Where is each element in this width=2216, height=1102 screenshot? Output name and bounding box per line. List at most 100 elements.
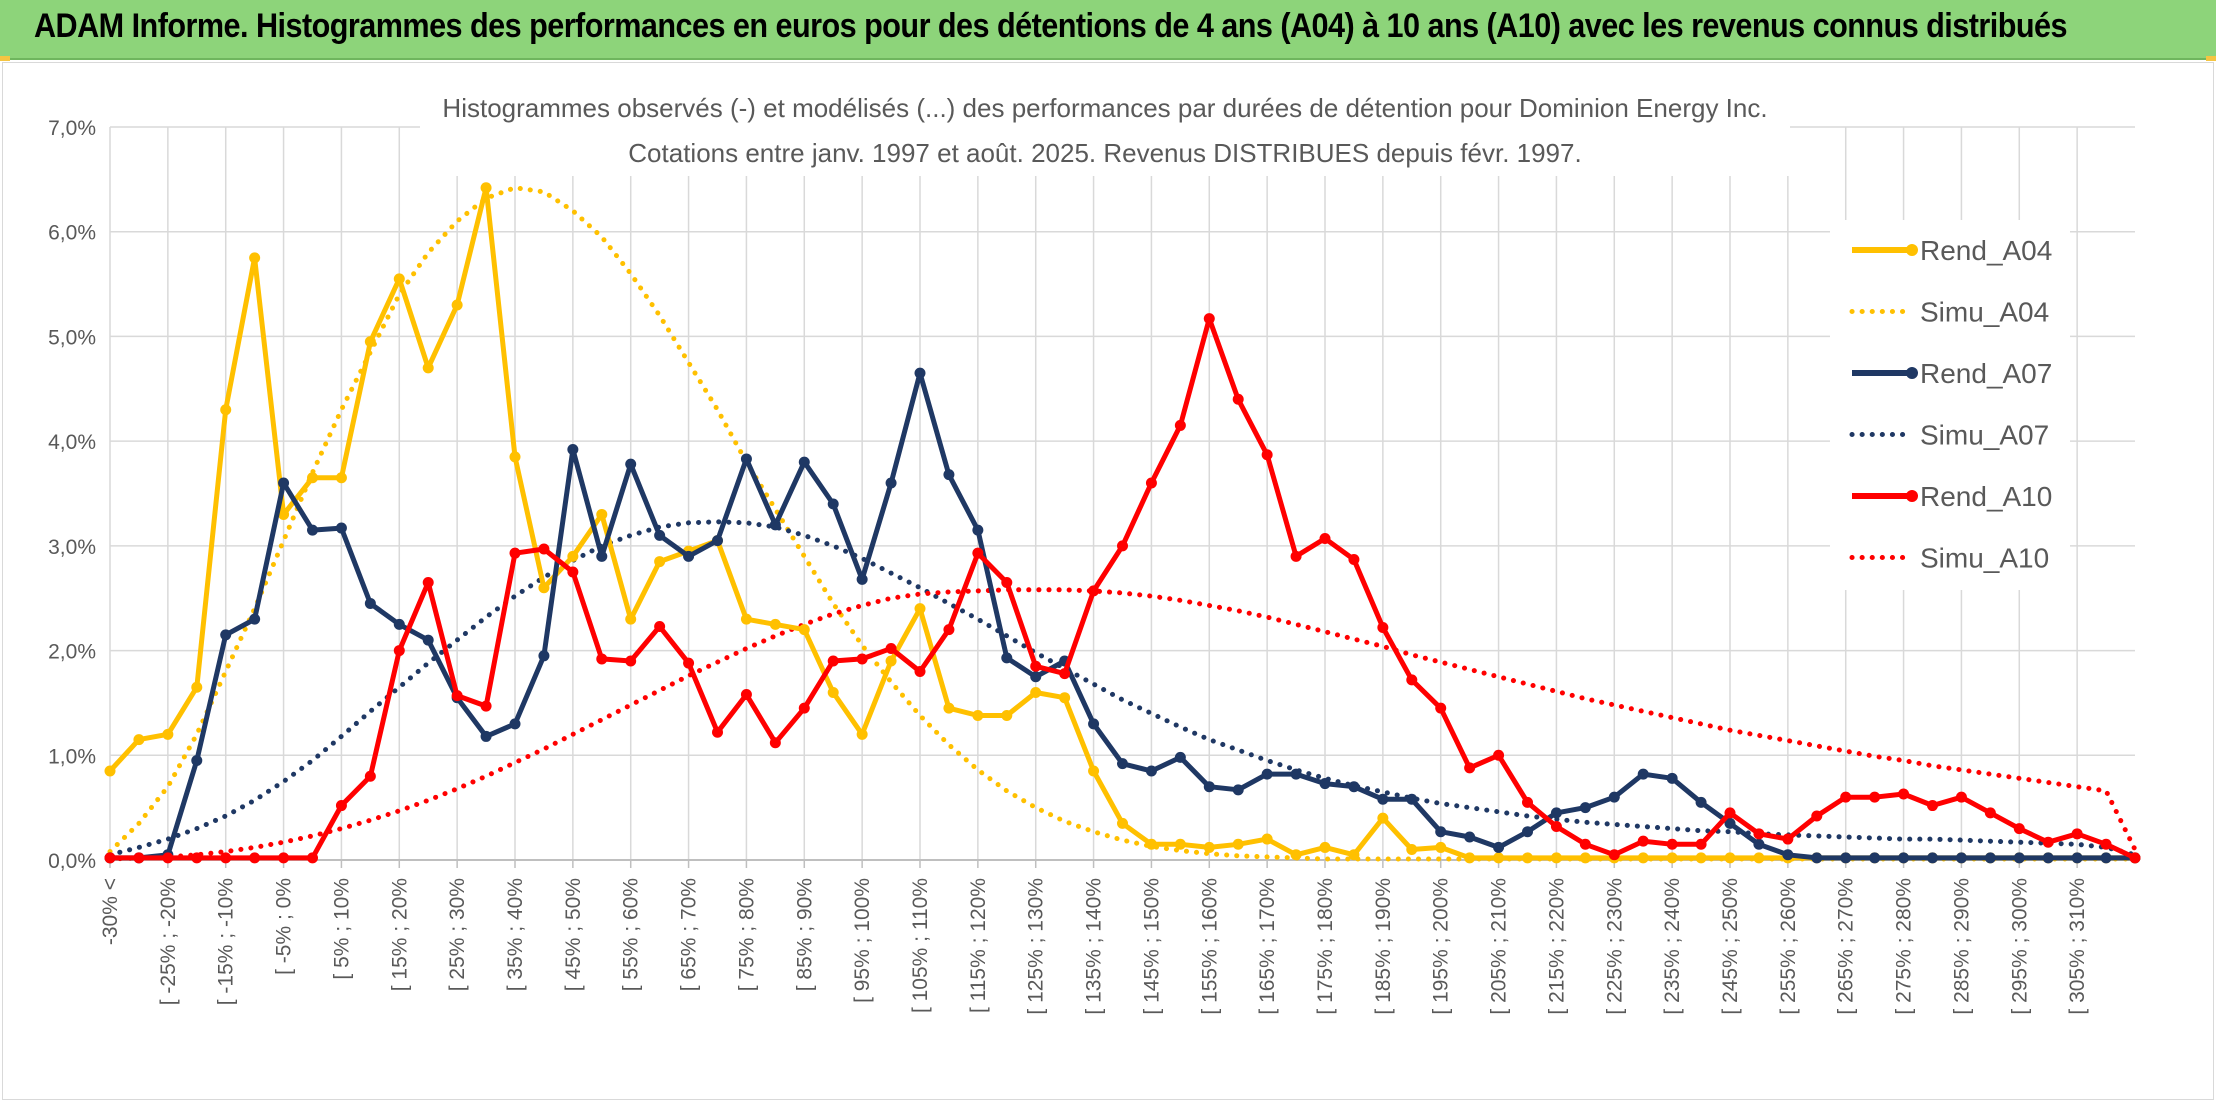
data-point-rend-a07 [2013, 852, 2025, 864]
data-point-rend-a07 [856, 573, 868, 585]
legend-label-simu-a04: Simu_A04 [1920, 297, 2049, 328]
data-point-rend-a04 [1290, 849, 1302, 861]
x-tick-label: [ 195% ; 200% [1430, 878, 1453, 1015]
data-point-rend-a07 [1203, 781, 1215, 793]
x-tick-label: [ 85% ; 90% [793, 878, 816, 991]
data-point-rend-a07 [1724, 817, 1736, 829]
y-tick-label: 2,0% [48, 641, 96, 664]
data-point-rend-a10 [885, 642, 897, 654]
page-title: ADAM Informe. Histogrammes des performan… [34, 7, 2068, 45]
data-point-rend-a10 [1927, 800, 1938, 812]
data-point-rend-a10 [162, 852, 174, 864]
data-point-rend-a10 [856, 653, 868, 665]
data-point-rend-a07 [798, 456, 810, 468]
data-point-rend-a04 [422, 362, 434, 374]
data-point-rend-a04 [1203, 841, 1215, 853]
legend-marker-rend-a10 [1906, 490, 1918, 502]
data-point-rend-a10 [1811, 810, 1823, 822]
y-tick-label: 0,0% [48, 850, 96, 873]
data-point-rend-a10 [1348, 553, 1360, 565]
x-tick-label: [ -25% ; -20% [157, 878, 180, 1005]
data-point-rend-a04 [1030, 686, 1042, 698]
data-point-rend-a07 [1782, 849, 1794, 861]
data-point-rend-a04 [885, 655, 897, 667]
data-point-rend-a10 [278, 852, 290, 864]
data-point-rend-a07 [509, 718, 521, 730]
data-point-rend-a04 [509, 451, 521, 463]
data-point-rend-a10 [1261, 449, 1273, 461]
data-point-rend-a07 [1984, 852, 1996, 864]
data-point-rend-a07 [1377, 793, 1389, 805]
data-point-rend-a07 [1435, 826, 1447, 838]
data-point-rend-a10 [335, 800, 347, 812]
data-point-rend-a04 [278, 508, 290, 520]
data-point-rend-a07 [1088, 718, 1100, 730]
data-point-rend-a07 [1695, 796, 1707, 808]
data-point-rend-a10 [972, 547, 984, 559]
x-tick-label: [ 215% ; 220% [1545, 878, 1568, 1015]
data-point-rend-a04 [1753, 852, 1765, 864]
data-point-rend-a10 [1840, 791, 1852, 803]
data-point-rend-a04 [1232, 838, 1244, 850]
data-point-rend-a07 [364, 597, 376, 609]
y-tick-label: 7,0% [48, 117, 96, 140]
data-point-rend-a07 [1608, 791, 1620, 803]
data-point-rend-a10 [740, 689, 752, 701]
data-point-rend-a07 [1174, 751, 1186, 763]
chart-title-bg [420, 88, 1790, 176]
data-point-rend-a04 [451, 299, 463, 311]
data-point-rend-a04 [798, 624, 810, 636]
legend: Rend_A04 Simu_A04 Rend_A07 Simu_A07 Rend_A10… [1830, 220, 2070, 590]
data-point-rend-a10 [364, 770, 376, 782]
data-point-rend-a07 [480, 730, 492, 742]
data-point-rend-a04 [1637, 852, 1649, 864]
y-tick-label: 3,0% [48, 536, 96, 559]
x-tick-label: [ 95% ; 100% [851, 878, 874, 1003]
data-point-rend-a04 [1261, 833, 1273, 845]
x-tick-label: [ 165% ; 170% [1256, 878, 1279, 1015]
corner-mark-right [2206, 56, 2216, 61]
data-point-rend-a10 [769, 737, 781, 749]
data-point-rend-a10 [2013, 823, 2025, 835]
data-point-rend-a07 [335, 522, 347, 534]
data-point-rend-a07 [1637, 768, 1649, 780]
data-point-rend-a10 [2100, 838, 2112, 850]
data-point-rend-a10 [1579, 838, 1591, 850]
data-point-rend-a07 [943, 469, 955, 481]
data-point-rend-a10 [2042, 836, 2054, 848]
data-point-rend-a10 [1117, 540, 1128, 552]
data-point-rend-a04 [393, 273, 405, 285]
x-tick-label: [ 255% ; 260% [1777, 878, 1800, 1015]
x-tick-label: -30% < [99, 878, 122, 945]
x-tick-label: [ 245% ; 250% [1719, 878, 1742, 1015]
data-point-rend-a07 [220, 629, 232, 641]
data-point-rend-a07 [1522, 826, 1533, 838]
data-point-rend-a10 [1174, 419, 1186, 431]
data-point-rend-a10 [943, 624, 955, 636]
x-tick-label: [ 55% ; 60% [620, 878, 643, 991]
x-tick-label: [ 45% ; 50% [562, 878, 585, 991]
data-point-rend-a07 [1955, 852, 1967, 864]
data-point-rend-a10 [1001, 577, 1013, 589]
x-tick-label: [ 35% ; 40% [504, 878, 527, 991]
data-point-rend-a04 [191, 681, 203, 693]
data-point-rend-a10 [393, 645, 405, 657]
data-point-rend-a04 [1550, 852, 1562, 864]
data-point-rend-a04 [480, 182, 492, 194]
data-point-rend-a04 [740, 613, 752, 625]
data-point-rend-a10 [625, 655, 637, 667]
x-tick-label: [ 25% ; 30% [446, 878, 469, 991]
data-point-rend-a10 [1637, 835, 1649, 847]
chart-titles: Histogrammes observés (-) et modélisés (… [420, 88, 1790, 176]
data-point-rend-a04 [972, 709, 984, 721]
data-point-rend-a07 [1406, 793, 1418, 805]
data-point-rend-a04 [220, 404, 232, 416]
data-point-rend-a07 [1348, 781, 1360, 793]
data-point-rend-a07 [307, 524, 318, 536]
data-point-rend-a07 [885, 477, 897, 489]
data-point-rend-a07 [2100, 852, 2112, 864]
x-tick-label: [ 285% ; 290% [1950, 878, 1973, 1015]
data-point-rend-a07 [1753, 838, 1765, 850]
data-point-rend-a10 [1782, 833, 1794, 845]
data-point-rend-a10 [1145, 477, 1157, 489]
